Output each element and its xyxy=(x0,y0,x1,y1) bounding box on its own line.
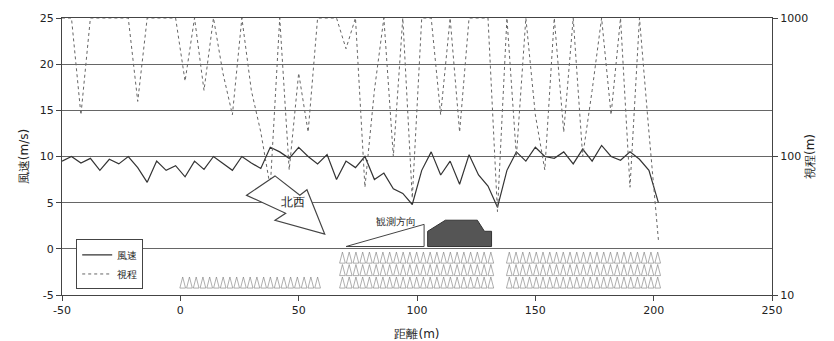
svg-text:風速(m/s): 風速(m/s) xyxy=(17,129,31,184)
svg-text:150: 150 xyxy=(525,304,546,317)
svg-text:1000: 1000 xyxy=(780,12,808,25)
svg-text:100: 100 xyxy=(780,150,801,163)
svg-text:10: 10 xyxy=(780,289,794,302)
svg-text:北西: 北西 xyxy=(281,195,305,209)
svg-text:50: 50 xyxy=(292,304,306,317)
svg-text:-50: -50 xyxy=(53,304,71,317)
svg-text:風速: 風速 xyxy=(117,250,137,261)
svg-text:10: 10 xyxy=(40,150,54,163)
svg-text:200: 200 xyxy=(643,304,664,317)
svg-text:距離(m): 距離(m) xyxy=(394,327,439,341)
svg-text:25: 25 xyxy=(40,12,54,25)
svg-text:観測方向: 観測方向 xyxy=(376,216,416,227)
svg-text:15: 15 xyxy=(40,104,54,117)
svg-text:5: 5 xyxy=(47,197,54,210)
svg-text:視程: 視程 xyxy=(117,269,137,280)
svg-text:20: 20 xyxy=(40,58,54,71)
svg-text:0: 0 xyxy=(47,243,54,256)
svg-text:0: 0 xyxy=(177,304,184,317)
svg-text:250: 250 xyxy=(762,304,783,317)
svg-text:視程(m): 視程(m) xyxy=(803,134,817,179)
svg-text:100: 100 xyxy=(407,304,428,317)
svg-text:-5: -5 xyxy=(43,289,54,302)
